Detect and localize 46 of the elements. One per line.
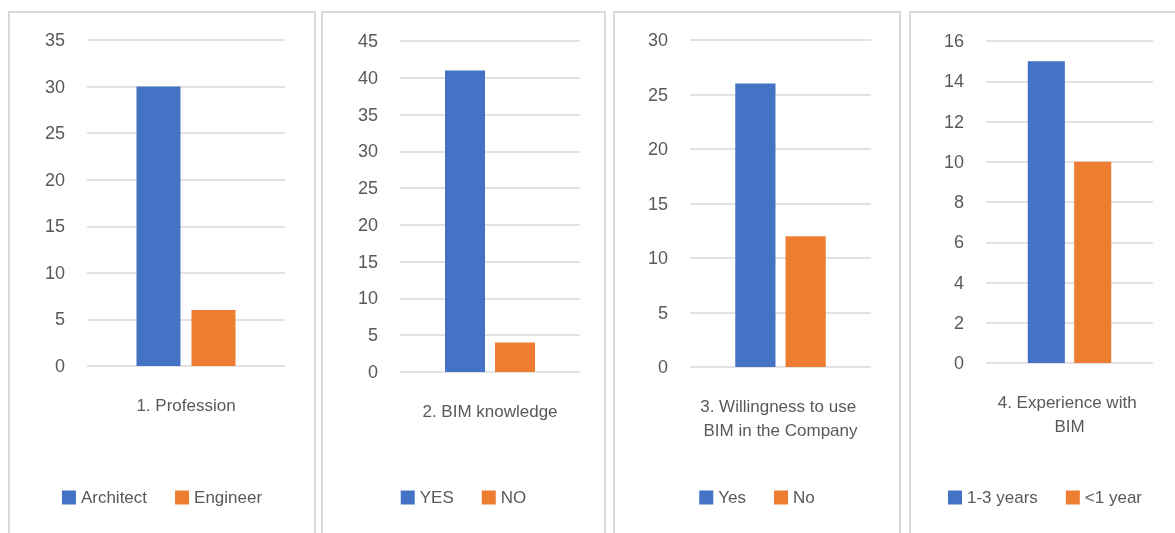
y-tick-label: 4 — [953, 272, 964, 293]
y-tick-label: 12 — [943, 111, 964, 132]
y-tick-label: 30 — [44, 76, 65, 97]
y-tick-label: 35 — [44, 30, 65, 50]
x-tick-label: 1. Profession — [136, 395, 236, 415]
y-tick-label: 30 — [357, 141, 378, 162]
y-tick-label: 25 — [44, 123, 65, 144]
y-tick-label: 14 — [943, 71, 964, 92]
legend-label: Engineer — [194, 488, 263, 507]
y-tick-label: 2 — [953, 312, 964, 333]
legend-label: Architect — [80, 488, 148, 507]
y-tick-label: 10 — [943, 151, 964, 172]
y-tick-label: 15 — [647, 193, 668, 214]
y-tick-label: 20 — [647, 139, 668, 159]
y-tick-label: 10 — [357, 288, 378, 309]
y-tick-label: 0 — [953, 353, 964, 373]
y-tick-label: 20 — [44, 169, 65, 190]
x-tick-label: 2. BIM knowledge — [422, 401, 558, 421]
y-tick-label: 40 — [357, 67, 378, 88]
y-tick-label: 0 — [367, 362, 378, 382]
y-tick-label: 5 — [657, 302, 668, 323]
y-tick-label: 5 — [367, 325, 378, 346]
x-tick-label: 4. Experience with BIM — [997, 392, 1142, 436]
legend-label: No — [793, 488, 815, 507]
x-tick-label: 3. Willingness to use BIM in the Company — [700, 396, 861, 440]
y-tick-label: 30 — [647, 30, 668, 50]
legend-label: NO — [500, 488, 527, 507]
y-tick-label: 35 — [357, 104, 378, 125]
y-tick-label: 20 — [357, 214, 378, 235]
y-tick-label: 0 — [657, 357, 668, 377]
y-tick-label: 10 — [44, 262, 65, 283]
y-tick-label: 6 — [953, 232, 964, 253]
y-tick-label: 25 — [647, 84, 668, 105]
legend-label: YES — [419, 488, 454, 507]
y-tick-label: 45 — [357, 31, 378, 51]
y-tick-label: 0 — [54, 356, 65, 376]
y-tick-label: 16 — [943, 31, 964, 51]
y-tick-label: 10 — [647, 248, 668, 268]
y-tick-label: 15 — [44, 216, 65, 237]
y-tick-label: 8 — [953, 192, 964, 212]
legend-label: <1 year — [1084, 488, 1143, 507]
y-tick-label: 25 — [357, 178, 378, 199]
y-tick-label: 15 — [357, 251, 378, 272]
legend-label: Yes — [718, 488, 746, 507]
y-tick-label: 5 — [54, 309, 65, 330]
legend-label: 1-3 years — [966, 488, 1038, 507]
